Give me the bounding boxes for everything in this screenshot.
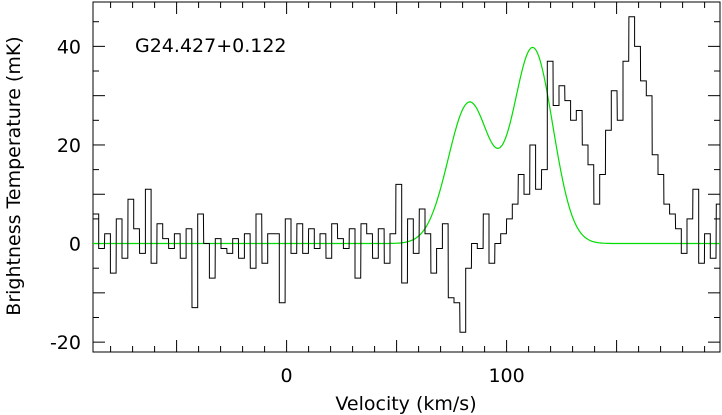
tick-labels: 0 100 -20 0 20 40	[50, 36, 525, 387]
x-tick-label: 100	[488, 365, 524, 387]
spectrum-histogram-line	[93, 16, 720, 333]
x-tick-label: 0	[281, 365, 293, 387]
gaussian-fit-line	[93, 46, 720, 245]
series-layer	[93, 16, 720, 333]
x-axis-label: Velocity (km/s)	[335, 393, 476, 415]
y-tick-label: 0	[69, 234, 81, 256]
source-annotation: G24.427+0.122	[135, 35, 287, 57]
y-tick-label: -20	[50, 332, 81, 354]
y-tick-label: 20	[57, 135, 81, 157]
y-axis-label: Brightness Temperature (mK)	[3, 36, 25, 315]
plot-frame	[92, 1, 721, 353]
y-tick-label: 40	[57, 36, 81, 58]
axis-ticks	[93, 2, 720, 352]
